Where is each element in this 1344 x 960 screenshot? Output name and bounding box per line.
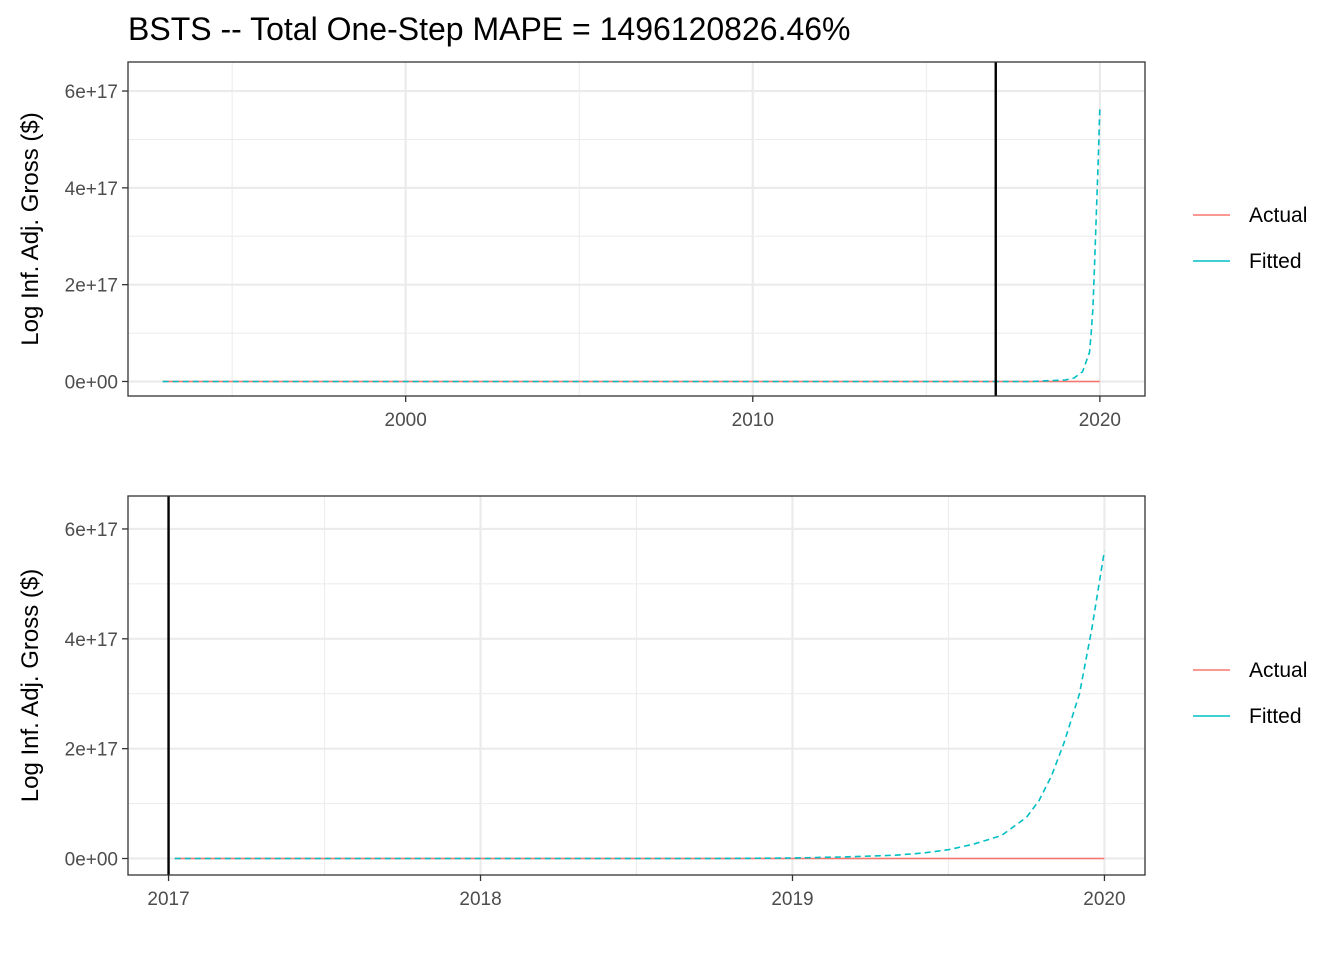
legend-label-actual: Actual xyxy=(1249,204,1307,227)
legend-label-fitted: Fitted xyxy=(1249,250,1302,273)
chart-title: BSTS -- Total One-Step MAPE = 1496120826… xyxy=(128,11,851,47)
x-tick-label: 2020 xyxy=(1079,410,1121,431)
legend-label-actual: Actual xyxy=(1249,659,1307,682)
y-tick-label: 0e+00 xyxy=(65,372,118,393)
panel-border xyxy=(127,61,1146,397)
y-tick-label: 6e+17 xyxy=(65,82,118,103)
y-tick-label: 2e+17 xyxy=(65,276,118,297)
x-tick-label: 2010 xyxy=(732,410,774,431)
x-tick-label: 2000 xyxy=(385,410,427,431)
y-tick-label: 4e+17 xyxy=(65,179,118,200)
panel-bottom: 0e+00 2e+17 4e+17 6e+17 2017 2018 2019 2020 Log … xyxy=(17,495,1146,910)
panel-top: 0e+00 2e+17 4e+17 6e+17 2000 2010 2020 Log Inf.… xyxy=(17,61,1146,431)
legend-label-fitted: Fitted xyxy=(1249,705,1302,728)
y-axis-title: Log Inf. Adj. Gross ($) xyxy=(17,569,44,802)
y-tick-label: 0e+00 xyxy=(65,850,118,871)
series-line-fitted xyxy=(162,105,1101,383)
series-line-fitted xyxy=(174,550,1106,860)
y-axis-title: Log Inf. Adj. Gross ($) xyxy=(17,112,44,345)
x-tick-label: 2020 xyxy=(1083,889,1125,910)
y-tick-label: 4e+17 xyxy=(65,630,118,651)
x-tick-label: 2019 xyxy=(771,889,813,910)
panel-border xyxy=(127,495,1146,876)
y-tick-label: 2e+17 xyxy=(65,740,118,761)
legend-bottom: Actual Fitted xyxy=(1193,659,1307,728)
x-tick-label: 2018 xyxy=(459,889,501,910)
x-tick-label: 2017 xyxy=(147,889,189,910)
legend-top: Actual Fitted xyxy=(1193,204,1307,273)
y-tick-label: 6e+17 xyxy=(65,520,118,541)
